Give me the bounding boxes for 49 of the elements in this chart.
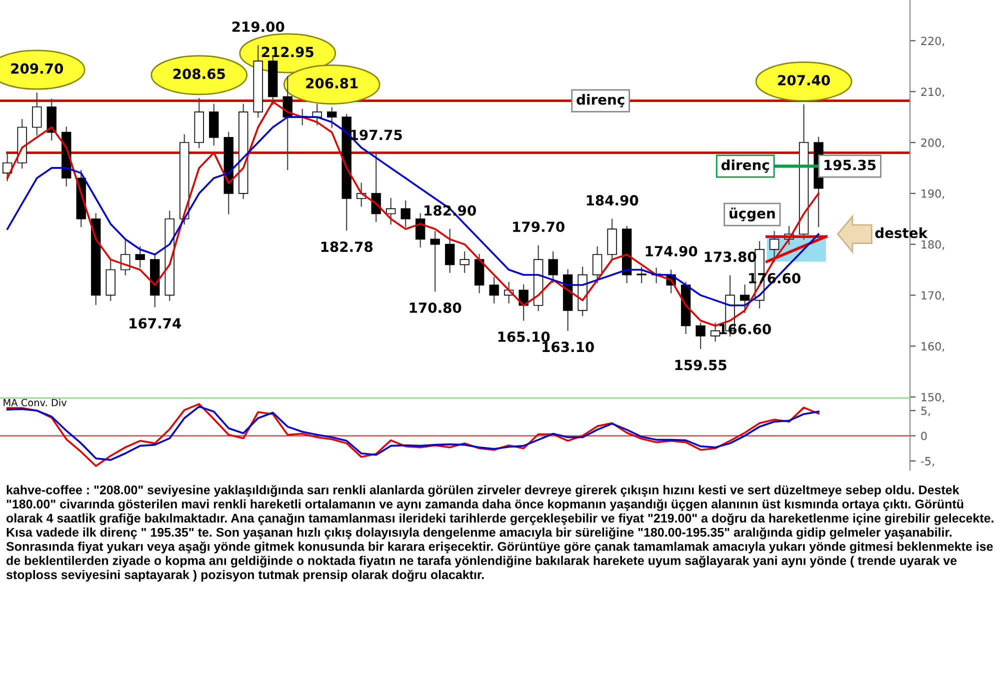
- candlestick: [444, 228, 455, 273]
- candlestick: [32, 92, 42, 136]
- annotation: 167.74: [130, 318, 182, 329]
- annotation: 163.10: [542, 342, 594, 352]
- y-tick-label: 180,: [922, 240, 944, 250]
- annotation: 174.90: [646, 246, 698, 256]
- ref-line-label: direnç: [721, 159, 769, 173]
- annotation: 219.00: [232, 22, 284, 32]
- candlestick: [327, 107, 337, 128]
- y-tick-label: 220,: [921, 36, 944, 46]
- y-tick-label: 210,: [921, 88, 944, 98]
- candlestick: [740, 284, 750, 314]
- annotation: 184.90: [586, 195, 638, 206]
- annotation: 212.95: [262, 46, 314, 58]
- y-tick-label: 190,: [922, 189, 944, 199]
- annotation: 206.81: [306, 78, 358, 88]
- candlestick: [769, 231, 780, 262]
- candlestick: [386, 198, 396, 225]
- y-tick-label: 5,: [921, 406, 930, 416]
- annotation: 195.35: [824, 160, 876, 170]
- y-tick-label: 160,: [922, 342, 944, 352]
- annotation: 165.10: [498, 332, 550, 342]
- annotation: 159.55: [675, 360, 726, 370]
- candlestick: [135, 246, 145, 268]
- annotation: 207.40: [778, 74, 830, 86]
- candlestick: [636, 266, 646, 284]
- annotation: 182.78: [321, 242, 373, 252]
- candlestick: [489, 276, 499, 304]
- text: destek: [875, 227, 928, 238]
- candlestick: [696, 322, 706, 349]
- annotation: 209.70: [11, 63, 64, 74]
- y-tick-label: -5,: [920, 457, 934, 466]
- text: kahve-coffee : "208.00" seviyesine yaklaşıldığında sarı renkli alanlarda görülen zirveler devreye girerek çıkışın hızını kesti ve sert düzeltmeye sebep oldu. Destek "180.00" civarında gösterilen mavi renkli hareketli ortalamanın ve aynı zamanda daha önce kopmanın yaşandığı üçgen alanının üst kısmında ortaya çıktı. Görüntü olarak 4 saatlik grafiğe bakılmaktadır. Ana çanağın tamamlanması ilerideki tarihlerde gerçekleşebilir ve fiyat "219.00" a doğru da hareketlenme içine girebilir gelecekte. Kısa vadede ilk direnç " 195.35" te. Son yaşanan hızlı çıkış dolayısıyla dengelenme amacıyla bir süreliğine "180.00-195.35" aralığında gidip gelmeler yaşanabilir. Sonrasında fiyat yukarı veya aşağı yönde gitmek konusunda bir karara erişecektir. Görüntüye göre çanak tamamlamak amacıyla yukarı yönde gitmesi beklenmekte ise de beklentilerden ziyade o kopma anı geldiğinde o noktada fiyatın ne tarafa yönlendiğine bakılarak harekete uyum sağlayarak yani aynı yönde ( trende uyarak ve stoploss seviyesini saptayarak ) pozisyon tutmak prensip olarak doğru olacaktır.: [6, 485, 994, 582]
- y-tick-label: 150,: [922, 392, 944, 403]
- candlestick: [710, 322, 720, 342]
- annotation: 170.80: [410, 302, 462, 313]
- y-tick-label: 200,: [921, 138, 944, 148]
- candlestick: [460, 251, 470, 273]
- chart-title: MA Conv. Div: [4, 398, 67, 406]
- annotation: 179.70: [513, 222, 564, 232]
- y-tick-label: 170,: [922, 291, 944, 301]
- candlestick: [592, 246, 602, 284]
- y-tick-label: 0: [921, 432, 927, 440]
- candlestick: [400, 200, 410, 228]
- annotation: 208.65: [173, 68, 225, 80]
- band-label: üçgen: [730, 208, 775, 222]
- ref-line-label: direnç: [576, 94, 624, 108]
- candlestick: [430, 231, 440, 292]
- candlestick: [548, 251, 558, 284]
